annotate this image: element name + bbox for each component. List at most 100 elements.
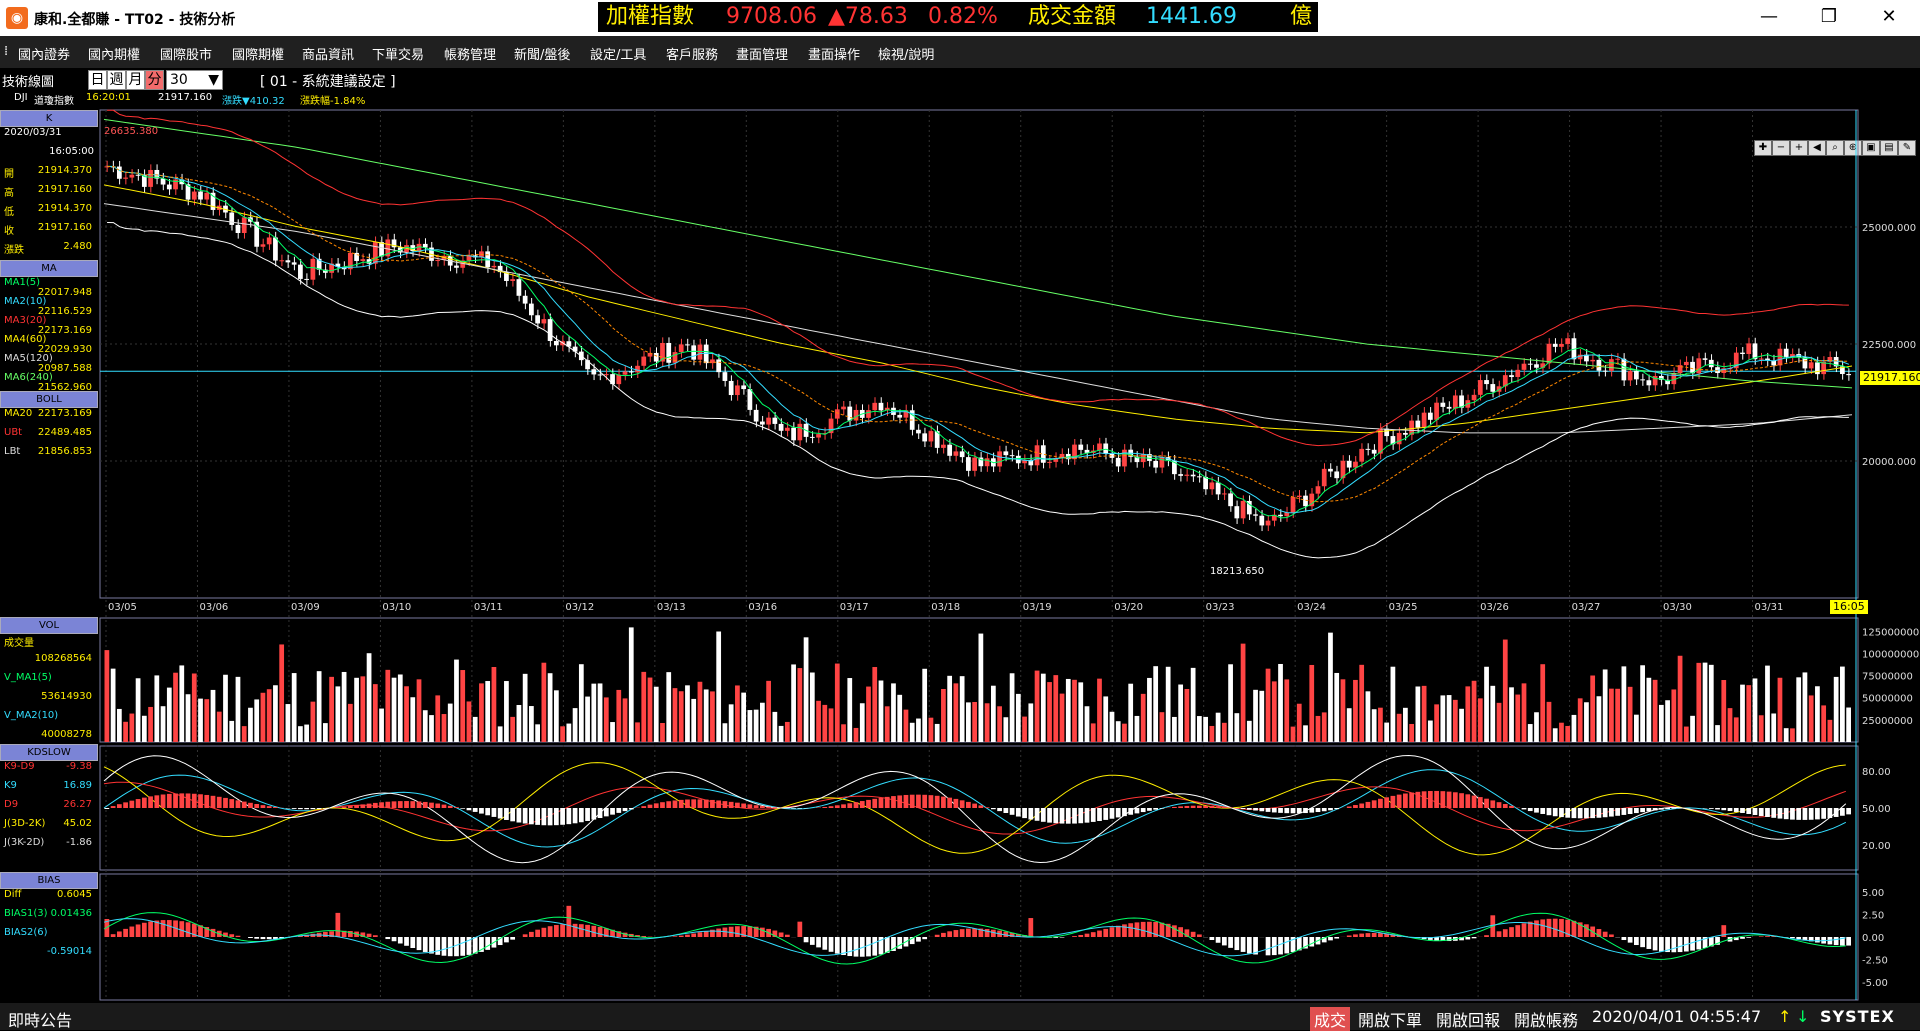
volume-bar bbox=[616, 690, 621, 742]
candle-body bbox=[966, 457, 971, 471]
preset-label[interactable]: [ 01 - 系統建議設定 ] bbox=[260, 71, 396, 91]
bias-histogram-bar bbox=[797, 922, 802, 937]
open-order-button[interactable]: 開啟下單 bbox=[1358, 1007, 1422, 1031]
menu-item-account[interactable]: 帳務管理 bbox=[444, 44, 496, 63]
candle-body bbox=[1828, 357, 1833, 362]
indicator-label: 成交量 bbox=[4, 634, 34, 649]
volume-bar bbox=[941, 689, 946, 742]
up-arrow-icon[interactable]: ↑ bbox=[1778, 1007, 1791, 1026]
kd-histogram-bar bbox=[417, 801, 422, 808]
bias-histogram-bar bbox=[635, 935, 640, 937]
menu-item-intl-stocks[interactable]: 國際股市 bbox=[160, 44, 212, 63]
bias-histogram-bar bbox=[479, 937, 484, 952]
minimize-button[interactable]: — bbox=[1746, 4, 1792, 30]
open-account-button[interactable]: 開啟帳務 bbox=[1514, 1007, 1578, 1031]
kd-histogram-bar bbox=[1328, 808, 1333, 810]
candle-body bbox=[1759, 359, 1764, 360]
candle-body bbox=[679, 344, 684, 352]
candle-body bbox=[1753, 343, 1758, 359]
indicator-line bbox=[107, 110, 1849, 445]
menu-item-help[interactable]: 檢視/說明 bbox=[878, 44, 934, 63]
candle-body bbox=[1060, 454, 1065, 458]
scroll-left-icon[interactable]: ◀ bbox=[1808, 140, 1826, 156]
indicator-label: 高 bbox=[4, 184, 14, 199]
indicator-value: 40008278 bbox=[41, 729, 92, 740]
bias-histogram-bar bbox=[1690, 937, 1695, 951]
volume-bar bbox=[710, 691, 715, 742]
volume-bar bbox=[479, 683, 484, 742]
menu-item-intl-futures[interactable]: 國際期權 bbox=[232, 44, 284, 63]
bias-histogram-bar bbox=[1671, 937, 1676, 952]
period-week-button[interactable]: 週 bbox=[107, 70, 126, 90]
candle-body bbox=[772, 418, 777, 424]
candle-body bbox=[1197, 476, 1202, 477]
date-tick-label: 03/31 bbox=[1755, 602, 1784, 613]
volume-bar bbox=[1160, 712, 1165, 742]
title-bar: ◉ 康和.全都賺 - TT02 - 技術分析 加權指數 9708.06 ▲78.… bbox=[0, 0, 1920, 36]
period-day-button[interactable]: 日 bbox=[88, 70, 107, 90]
candle-body bbox=[1016, 456, 1021, 463]
candle-body bbox=[904, 410, 909, 417]
bias-histogram-bar bbox=[1309, 937, 1314, 947]
kd-histogram-bar bbox=[504, 808, 509, 820]
candle-body bbox=[885, 408, 890, 411]
zoom-out-icon[interactable]: − bbox=[1772, 140, 1790, 156]
kd-histogram-bar bbox=[866, 800, 871, 808]
kd-histogram-bar bbox=[1572, 808, 1577, 818]
menu-item-screen-ops[interactable]: 畫面操作 bbox=[808, 44, 860, 63]
bias-histogram-bar bbox=[1740, 937, 1745, 939]
bulletin-label[interactable]: 即時公告 bbox=[8, 1007, 72, 1031]
bias-histogram-bar bbox=[1547, 919, 1552, 937]
candle-body bbox=[585, 360, 590, 369]
magnify-icon[interactable]: ⊕ bbox=[1844, 140, 1862, 156]
kd-histogram-bar bbox=[136, 799, 141, 808]
edit-icon[interactable]: ✎ bbox=[1898, 140, 1916, 156]
kd-histogram-bar bbox=[129, 801, 134, 808]
period-minute-button[interactable]: 分 bbox=[145, 70, 164, 90]
menu-item-domestic-futures[interactable]: 國內期權 bbox=[88, 44, 140, 63]
bias-histogram-bar bbox=[1472, 937, 1477, 938]
period-month-button[interactable]: 月 bbox=[126, 70, 145, 90]
volume-bar bbox=[1110, 712, 1115, 742]
bias-histogram-bar bbox=[916, 937, 921, 942]
save-icon[interactable]: ▣ bbox=[1862, 140, 1880, 156]
trade-button[interactable]: 成交 bbox=[1310, 1007, 1350, 1031]
date-tick-label: 03/09 bbox=[291, 602, 320, 613]
kd-histogram-bar bbox=[1078, 808, 1083, 823]
bias-histogram-bar bbox=[1440, 937, 1445, 941]
volume-bar bbox=[760, 703, 765, 742]
volume-bar bbox=[1353, 680, 1358, 742]
print-icon[interactable]: ▤ bbox=[1880, 140, 1898, 156]
bias-histogram-bar bbox=[729, 927, 734, 937]
menu-item-settings[interactable]: 設定/工具 bbox=[590, 44, 646, 63]
crosshair-icon[interactable]: ✚ bbox=[1754, 140, 1772, 156]
maximize-button[interactable]: ❐ bbox=[1806, 4, 1852, 30]
menu-item-order[interactable]: 下單交易 bbox=[372, 44, 424, 63]
candle-body bbox=[604, 374, 609, 375]
interval-select[interactable]: 30▼ bbox=[166, 70, 223, 90]
kd-histogram-bar bbox=[941, 797, 946, 808]
menu-item-screen-mgmt[interactable]: 畫面管理 bbox=[736, 44, 788, 63]
ticker-pct: 0.82% bbox=[928, 2, 998, 32]
kd-histogram-bar bbox=[123, 802, 128, 808]
volume-bar bbox=[348, 704, 353, 742]
menu-item-product-info[interactable]: 商品資訊 bbox=[302, 44, 354, 63]
volume-bar bbox=[1147, 678, 1152, 742]
menu-item-domestic-securities[interactable]: 國內證券 bbox=[18, 44, 70, 63]
bias-histogram-bar bbox=[1684, 937, 1689, 951]
bias-histogram-bar bbox=[1216, 937, 1221, 943]
close-button[interactable]: ✕ bbox=[1866, 4, 1912, 30]
menu-item-news[interactable]: 新聞/盤後 bbox=[514, 44, 570, 63]
volume-bar bbox=[635, 722, 640, 742]
kd-histogram-bar bbox=[947, 798, 952, 808]
candle-body bbox=[916, 430, 921, 434]
zoom-in-icon[interactable]: + bbox=[1790, 140, 1808, 156]
bias-histogram-bar bbox=[448, 937, 453, 956]
candle-body bbox=[1347, 461, 1352, 468]
candle-body bbox=[1022, 460, 1027, 463]
search-icon[interactable]: ⌕ bbox=[1826, 140, 1844, 156]
down-arrow-icon[interactable]: ↓ bbox=[1796, 1007, 1809, 1026]
open-reply-button[interactable]: 開啟回報 bbox=[1436, 1007, 1500, 1031]
menu-item-service[interactable]: 客戶服務 bbox=[666, 44, 718, 63]
volume-bar bbox=[423, 710, 428, 742]
